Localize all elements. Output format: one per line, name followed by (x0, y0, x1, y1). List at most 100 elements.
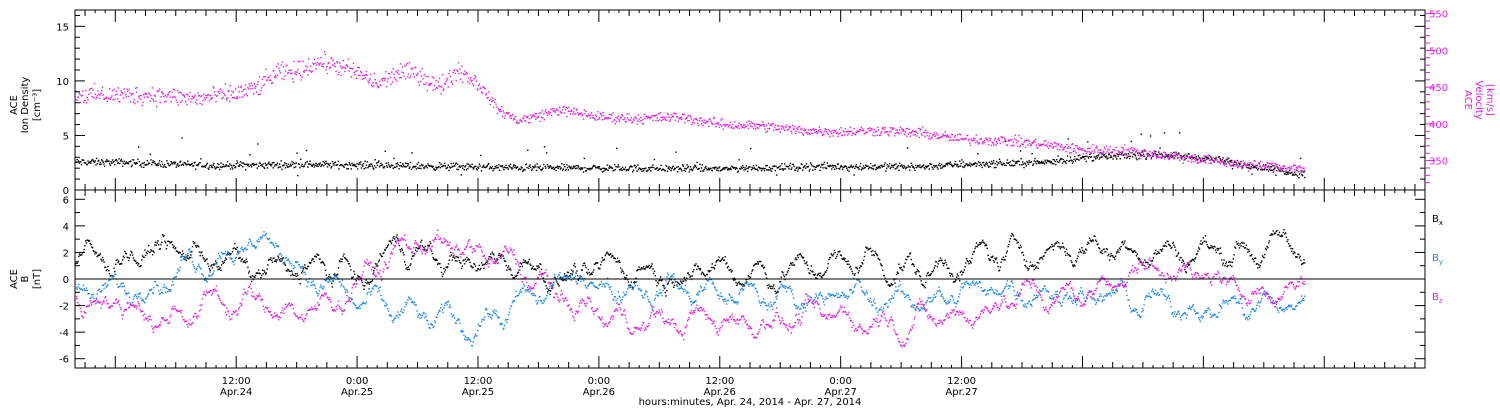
velocity-point (1283, 165, 1286, 167)
b-field-point (952, 275, 954, 277)
b-field-point (108, 270, 110, 272)
b-field-point (566, 271, 569, 273)
b-field-point (185, 259, 188, 262)
velocity-point (684, 118, 687, 120)
b-field-point (1264, 247, 1267, 250)
b-field-point (666, 283, 669, 285)
b-field-point (808, 272, 810, 274)
velocity-point (480, 91, 483, 93)
b-field-point (513, 277, 516, 279)
density-point (198, 163, 200, 165)
density-point (707, 169, 709, 171)
density-point (383, 165, 386, 168)
velocity-point (904, 133, 906, 135)
velocity-point (836, 132, 838, 135)
density-point (373, 165, 376, 167)
density-point (276, 164, 278, 166)
b-field-point (367, 282, 370, 284)
b-field-point (767, 287, 769, 289)
density-point (375, 162, 378, 164)
density-point (751, 166, 753, 169)
b-field-point (828, 258, 830, 261)
velocity-point (1166, 156, 1169, 159)
velocity-point (1281, 168, 1284, 171)
density-point (1172, 155, 1174, 157)
b-field-point (191, 250, 193, 253)
b-field-point (168, 240, 170, 243)
b-field-point (819, 275, 821, 277)
b-field-point (882, 269, 884, 271)
velocity-point (649, 117, 651, 120)
density-point (988, 166, 990, 168)
density-point (562, 168, 564, 170)
velocity-point (257, 81, 259, 83)
density-point (698, 167, 700, 170)
b-field-point (165, 248, 168, 250)
density-point (306, 160, 308, 163)
density-point (195, 164, 198, 167)
velocity-point (1250, 163, 1252, 166)
b-field-point (528, 258, 530, 261)
velocity-point (1270, 163, 1273, 165)
density-point (446, 166, 449, 168)
b-field-point (620, 271, 623, 273)
velocity-point (357, 74, 360, 76)
b-field-point (1101, 252, 1104, 255)
density-point (761, 168, 763, 170)
velocity-point (211, 97, 214, 99)
b-field-point (517, 271, 520, 273)
b-field-point (634, 281, 636, 283)
density-point (1283, 173, 1286, 175)
velocity-point (836, 132, 839, 134)
density-point (992, 162, 994, 164)
density-point (880, 164, 883, 166)
b-field-point (1145, 261, 1147, 264)
density-point (875, 168, 877, 171)
density-point (1123, 154, 1125, 156)
b-field-point (308, 261, 311, 264)
b-field-point (1097, 243, 1099, 245)
density-point (1226, 158, 1229, 161)
velocity-point (117, 98, 119, 100)
density-point (1159, 147, 1161, 149)
velocity-point (443, 88, 445, 90)
density-point (338, 168, 340, 170)
velocity-point (815, 131, 818, 133)
velocity-point (1234, 163, 1237, 166)
velocity-point (726, 123, 729, 126)
velocity-point (215, 100, 217, 103)
velocity-point (331, 57, 333, 60)
b-field-point (622, 270, 624, 273)
b-field-point (1186, 266, 1188, 268)
velocity-point (328, 67, 331, 69)
velocity-point (132, 92, 134, 95)
density-point (621, 169, 623, 172)
velocity-point (1096, 147, 1098, 149)
velocity-point (216, 95, 219, 97)
density-point (147, 163, 149, 166)
velocity-point (823, 130, 826, 132)
density-point (559, 165, 561, 168)
density-point (1009, 161, 1012, 163)
density-point (831, 168, 833, 170)
density-point (631, 166, 633, 168)
b-field-point (1159, 249, 1161, 251)
density-point (1167, 155, 1169, 158)
density-point (530, 166, 532, 168)
density-point (753, 167, 755, 169)
density-point (1082, 156, 1085, 159)
density-point (1050, 160, 1052, 163)
density-point (363, 168, 365, 170)
density-point (1137, 152, 1139, 154)
velocity-point (420, 75, 423, 77)
density-point (361, 164, 363, 166)
density-point (603, 167, 606, 170)
density-point (1283, 170, 1285, 173)
velocity-point (972, 137, 975, 139)
density-point (1014, 162, 1017, 164)
b-field-point (849, 266, 851, 269)
velocity-point (344, 70, 346, 73)
b-field-point (236, 246, 238, 249)
velocity-point (1074, 150, 1076, 152)
density-point (786, 165, 788, 168)
